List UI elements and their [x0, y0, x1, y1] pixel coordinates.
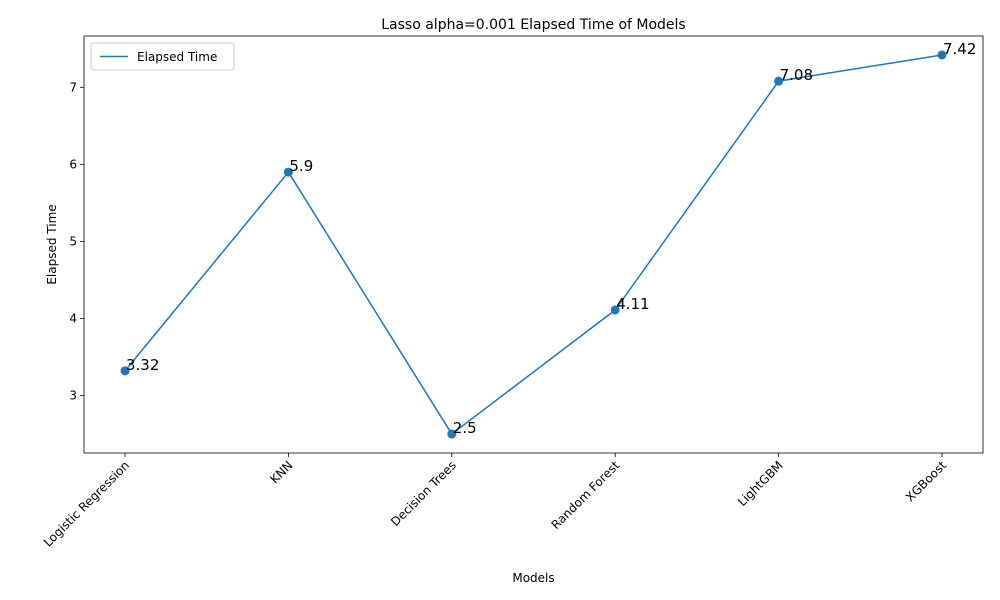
data-label: 4.11	[616, 295, 649, 313]
y-tick-label: 6	[69, 157, 77, 171]
data-labels: 3.32 5.9 2.5 4.11 7.08 7.42	[126, 40, 976, 437]
y-axis-label: Elapsed Time	[45, 204, 59, 284]
data-point	[774, 76, 784, 86]
data-label: 7.42	[943, 40, 976, 58]
series-line	[124, 54, 943, 435]
series-layer	[120, 50, 947, 439]
data-point	[447, 429, 457, 439]
data-point	[120, 366, 130, 376]
y-axis: 3 4 5 6 7	[69, 80, 84, 403]
y-tick-label: 7	[69, 80, 77, 94]
legend: Elapsed Time	[90, 42, 235, 71]
data-label: 3.32	[126, 356, 159, 374]
y-tick-label: 4	[69, 311, 77, 325]
chart-title: Lasso alpha=0.001 Elapsed Time of Models	[381, 17, 685, 33]
plot-area-frame	[83, 35, 984, 454]
y-tick-label: 5	[69, 234, 77, 248]
y-tick-label: 3	[69, 389, 77, 403]
x-axis-label: Models	[512, 571, 554, 585]
data-point	[610, 305, 620, 315]
data-label: 5.9	[289, 157, 313, 175]
data-label: 2.5	[453, 419, 477, 437]
data-point	[283, 167, 293, 177]
legend-label: Elapsed Time	[137, 50, 217, 64]
legend-box	[90, 42, 235, 71]
data-label: 7.08	[780, 66, 813, 84]
data-point	[937, 50, 947, 60]
